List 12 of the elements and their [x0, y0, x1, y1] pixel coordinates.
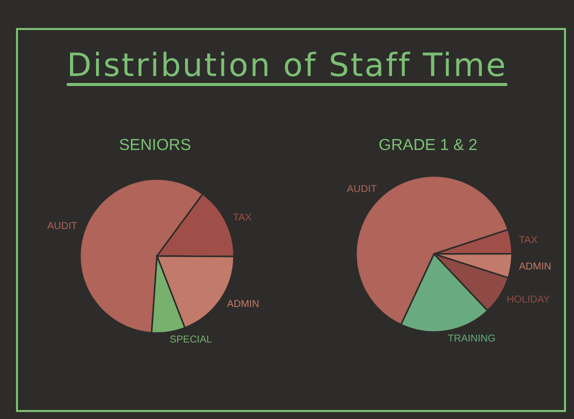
- slice-label: AUDIT: [346, 184, 377, 196]
- slice-label: ADMIN: [226, 298, 260, 310]
- slice-label: ADMIN: [518, 262, 552, 273]
- slice-label: TAX: [518, 234, 538, 246]
- slice-label: HOLIDAY: [506, 294, 550, 306]
- slice-label: AUDIT: [47, 221, 78, 232]
- chart-title: SENIORS: [118, 137, 192, 156]
- slice-label: SPECIAL: [170, 334, 212, 346]
- text: Distribution of Staff Time: [66, 46, 508, 84]
- slice-label: TRAINING: [448, 333, 496, 344]
- chart-title: GRADE 1 & 2: [378, 137, 478, 156]
- slice-label: TAX: [233, 212, 252, 224]
